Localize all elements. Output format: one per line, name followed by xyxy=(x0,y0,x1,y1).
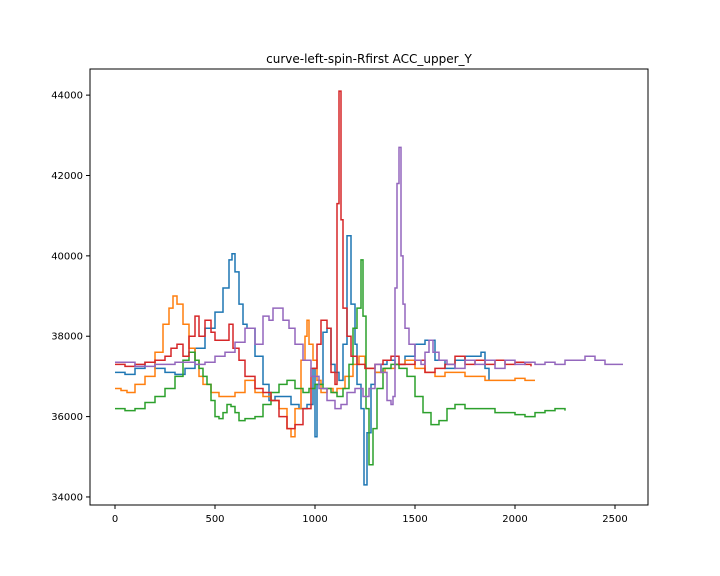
x-tick-label: 1500 xyxy=(402,514,427,525)
y-tick-label: 44000 xyxy=(51,91,83,102)
y-tick-label: 40000 xyxy=(51,251,83,262)
y-axis: 34000 36000 38000 40000 42000 44000 xyxy=(51,91,90,503)
y-tick-label: 34000 xyxy=(51,492,83,503)
x-tick-label: 500 xyxy=(205,514,224,525)
x-tick-label: 2500 xyxy=(602,514,627,525)
series-layer xyxy=(115,90,623,486)
x-tick-label: 1000 xyxy=(302,514,327,525)
series-line-5 xyxy=(115,146,623,410)
y-tick-label: 36000 xyxy=(51,412,83,423)
series-line-4 xyxy=(115,90,532,430)
chart-title: curve-left-spin-Rfirst ACC_upper_Y xyxy=(266,52,472,66)
y-tick-label: 38000 xyxy=(51,332,83,343)
y-tick-label: 42000 xyxy=(51,171,83,182)
x-tick-label: 2000 xyxy=(502,514,527,525)
x-axis: 0 500 1000 1500 2000 2500 xyxy=(112,505,628,525)
x-tick-label: 0 xyxy=(112,514,118,525)
plot-frame xyxy=(89,68,649,506)
